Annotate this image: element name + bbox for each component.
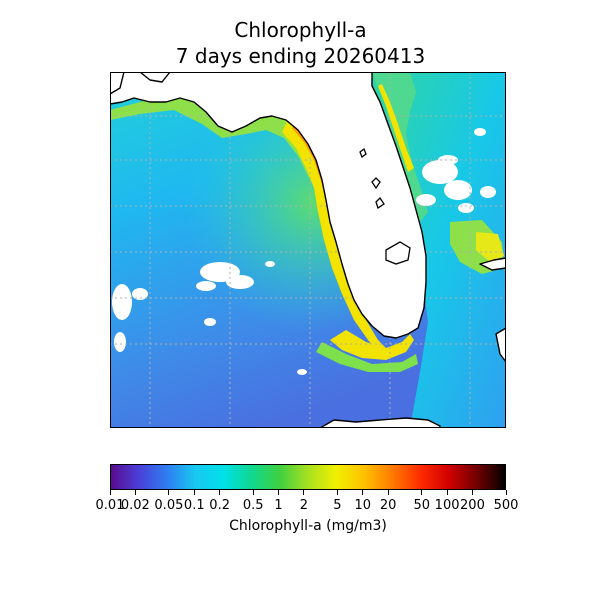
- lake-small-2: [375, 196, 385, 210]
- colorbar-tick-label: 10: [354, 498, 372, 513]
- bahamas-land: [495, 327, 506, 363]
- colorbar-tick-mark: [219, 490, 221, 495]
- chlorophyll-map: [110, 72, 506, 428]
- colorbar-tick-label: 5: [333, 498, 342, 513]
- north-land-corner: [139, 72, 171, 83]
- colorbar-tick-mark: [303, 490, 305, 495]
- colorbar-tick-mark: [362, 490, 364, 495]
- colorbar-tick-mark: [421, 490, 423, 495]
- no-data-cloud-patches: [112, 128, 496, 375]
- keys-yellow-band: [330, 330, 414, 360]
- florida-peninsula-land: [110, 72, 427, 339]
- colorbar-tick-mark: [278, 490, 280, 495]
- colorbar-tick-mark: [387, 490, 389, 495]
- colorbar-tick-label: 100: [434, 498, 460, 513]
- colorbar-tick-label: 20: [379, 498, 397, 513]
- colorbar-tick-mark: [252, 490, 254, 495]
- map-subtitle-period: 7 days ending 20260413: [175, 44, 426, 68]
- colorbar-tick-mark: [336, 490, 338, 495]
- colorbar-tick-mark: [134, 490, 136, 495]
- colorbar-tick-mark: [109, 490, 111, 495]
- colorbar-tick-label: 0.2: [209, 498, 230, 513]
- keys-green-band: [316, 342, 418, 372]
- colorbar-gradient: [110, 464, 506, 490]
- lake-okeechobee: [385, 241, 411, 265]
- colorbar-tick-mark: [168, 490, 170, 495]
- colorbar-tick-mark: [471, 490, 473, 495]
- colorbar-tick-label: 500: [493, 498, 519, 513]
- colorbar-tick-label: 1: [274, 498, 283, 513]
- lake-small-3: [359, 147, 367, 159]
- grand-bahama-land: [479, 257, 506, 271]
- southeast-yellow-patch: [476, 232, 504, 262]
- colorbar-tick-label: 0.5: [242, 498, 264, 513]
- lakes: [359, 147, 411, 265]
- land: [110, 72, 506, 428]
- map-title: Chlorophyll-a: [234, 18, 367, 42]
- colorbar-tick-label: 0.05: [154, 498, 184, 513]
- northwest-land-corner: [110, 72, 125, 95]
- colorbar-tick-label: 200: [460, 498, 485, 513]
- colorbar-tick-label: 0.1: [183, 498, 205, 513]
- colorbar-tick-label: 2: [299, 498, 309, 513]
- colorbar-tick-mark: [193, 490, 195, 495]
- big-bend-coastal-band: [110, 94, 328, 196]
- map-gridlines: [110, 72, 506, 428]
- atlantic-coastal-yellow-band: [378, 84, 414, 172]
- colorbar-tick-label: 50: [413, 498, 430, 513]
- colorbar-label: Chlorophyll-a (mg/m3): [229, 518, 387, 534]
- colorbar-tick-mark: [446, 490, 448, 495]
- lake-small-1: [371, 177, 381, 190]
- colorbar: [110, 464, 506, 490]
- colorbar-tick-label: 0.01: [95, 498, 125, 513]
- colorbar-tick-mark: [505, 490, 507, 495]
- colorbar-tick-label: 0.02: [120, 498, 150, 513]
